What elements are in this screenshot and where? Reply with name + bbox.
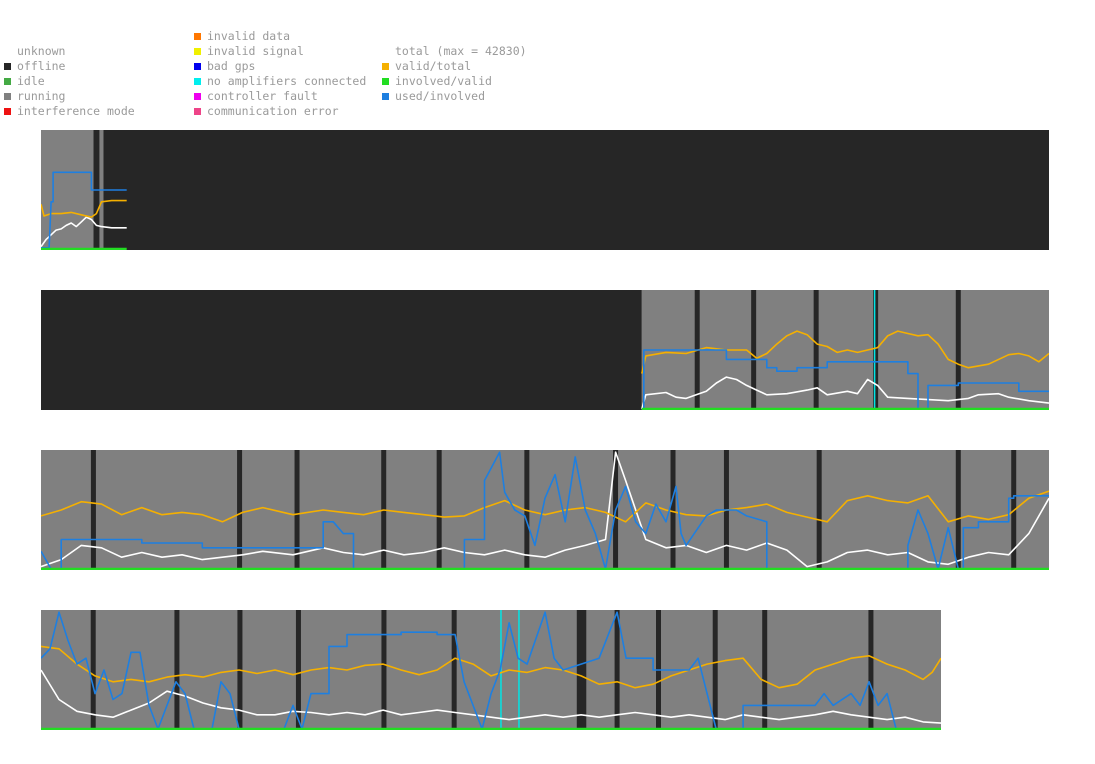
offline-gap: [90, 610, 96, 730]
legend-label: running: [17, 89, 66, 103]
series-used-involved: [41, 451, 1049, 570]
legend-label: invalid data: [207, 29, 291, 43]
legend-label: used/involved: [395, 89, 486, 103]
legend-label: invalid signal: [207, 44, 304, 58]
legend-swatch: [382, 63, 389, 70]
legend-swatch: [4, 63, 11, 70]
legend-label: bad gps: [207, 59, 256, 73]
legend-swatch: [4, 78, 11, 85]
legend-errors-column: invalid data invalid signal bad gps no ampl…: [194, 29, 366, 119]
legend-label: unknown: [17, 44, 66, 58]
offline-block: [103, 130, 1049, 250]
legend-item-unknown: unknown: [4, 44, 135, 59]
legend-label: involved/valid: [395, 74, 492, 88]
offline-gap: [576, 610, 582, 730]
offline-gap: [614, 610, 620, 730]
legend-item-communication-error: communication error: [194, 104, 366, 119]
legend-swatch: [4, 108, 11, 115]
offline-gap: [955, 450, 961, 570]
offline-gap: [712, 610, 718, 730]
legend-swatch: [194, 33, 201, 40]
legend-item-offline: offline: [4, 59, 135, 74]
strip-2: [41, 290, 1049, 410]
series-valid-total: [41, 645, 942, 689]
offline-gap: [955, 290, 961, 410]
legend-swatch: [382, 93, 389, 100]
series-valid-total: [41, 490, 1049, 523]
series-total: [41, 216, 127, 248]
offline-gap: [751, 290, 757, 410]
legend-swatch: [194, 48, 201, 55]
legend-label: valid/total: [395, 59, 472, 73]
legend-swatch: [194, 78, 201, 85]
legend-label: controller fault: [207, 89, 318, 103]
legend-swatch: [194, 108, 201, 115]
offline-gap: [436, 450, 442, 570]
offline-gap: [813, 290, 819, 410]
series-total: [41, 451, 1049, 568]
legend-label: total (max = 42830): [395, 44, 527, 58]
offline-gap: [451, 610, 457, 730]
series-used-involved: [641, 349, 1049, 410]
offline-gap: [174, 610, 180, 730]
legend-item-used-involved: used/involved: [382, 89, 527, 104]
legend-label: interference mode: [17, 104, 135, 118]
legend-item-idle: idle: [4, 74, 135, 89]
offline-gap: [670, 450, 676, 570]
legend-item-invalid-data: invalid data: [194, 29, 366, 44]
legend-item-bad-gps: bad gps: [194, 59, 366, 74]
series-used-involved: [41, 171, 127, 249]
legend-label: communication error: [207, 104, 339, 118]
legend-item-no-amplifiers-connected: no amplifiers connected: [194, 74, 366, 89]
offline-gap: [295, 610, 301, 730]
legend-item-involved-valid: involved/valid: [382, 74, 527, 89]
legend-label: no amplifiers connected: [207, 74, 367, 88]
legend-item-total-max-42830-: total (max = 42830): [382, 44, 527, 59]
legend-swatch: [194, 63, 201, 70]
offline-gap: [816, 450, 822, 570]
series-valid-total: [641, 330, 1049, 374]
running-block: [41, 610, 942, 730]
offline-gap: [294, 450, 300, 570]
offline-gap: [762, 610, 768, 730]
series-valid-total: [41, 199, 127, 218]
legend-item-controller-fault: controller fault: [194, 89, 366, 104]
legend-status-column: unknown offline idle running interference mo…: [4, 44, 135, 119]
legend-item-running: running: [4, 89, 135, 104]
series-total: [41, 669, 942, 724]
legend-item-interference-mode: interference mode: [4, 104, 135, 119]
offline-block: [41, 290, 642, 410]
series-total: [641, 376, 1049, 410]
legend-swatch: [194, 93, 201, 100]
offline-gap: [90, 450, 96, 570]
strip-3: [41, 450, 1049, 570]
running-block: [41, 450, 1049, 570]
legend-swatch: [4, 93, 11, 100]
offline-gap: [381, 610, 387, 730]
offline-gap: [581, 610, 587, 730]
strip-4: [41, 610, 942, 730]
legend-item-valid-total: valid/total: [382, 59, 527, 74]
legend-label: offline: [17, 59, 66, 73]
legend-swatch: [382, 78, 389, 85]
legend-metrics-column: total (max = 42830) valid/total involved/v…: [382, 44, 527, 104]
offline-gap: [237, 450, 243, 570]
series-used-involved: [41, 611, 942, 730]
legend-item-invalid-signal: invalid signal: [194, 44, 366, 59]
strip-1: [41, 130, 1049, 250]
legend-label: idle: [17, 74, 45, 88]
running-block: [41, 130, 94, 250]
offline-gap: [868, 610, 874, 730]
offline-gap: [873, 290, 879, 410]
